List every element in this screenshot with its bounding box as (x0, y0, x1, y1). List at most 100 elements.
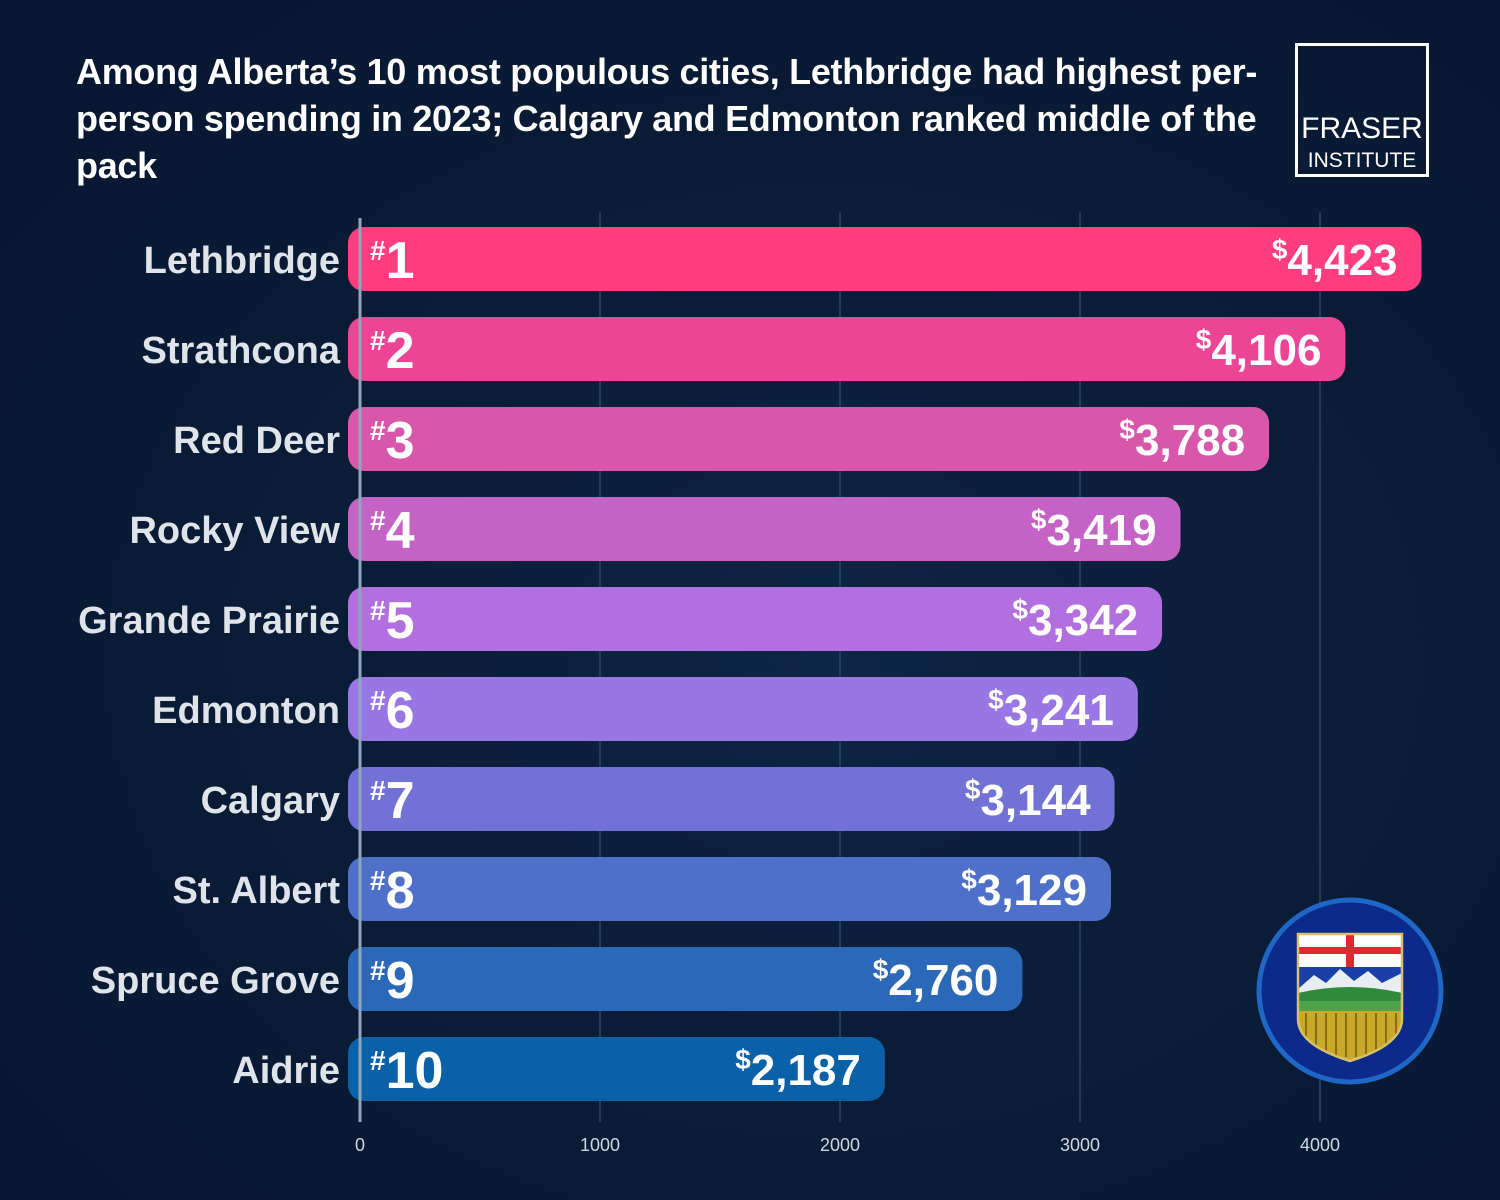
rank-number: 1 (386, 232, 415, 290)
rank-label: #9 (370, 952, 415, 1010)
value-prefix: $ (961, 864, 977, 895)
value-label: $3,144 (965, 774, 1091, 825)
value-label: $2,760 (873, 954, 999, 1005)
value-label: $3,129 (961, 864, 1087, 915)
value-number: 3,419 (1046, 506, 1156, 555)
category-label: Lethbridge (144, 240, 340, 282)
value-prefix: $ (1012, 594, 1028, 625)
value-prefix: $ (873, 954, 889, 985)
value-number: 2,187 (751, 1046, 861, 1095)
value-number: 4,106 (1211, 326, 1321, 375)
value-label: $4,423 (1272, 234, 1398, 285)
bar (348, 587, 1163, 651)
bar-group: #7 $3,144 (348, 767, 1115, 831)
bar-group: #10 $2,187 (348, 1037, 885, 1101)
value-number: 2,760 (888, 956, 998, 1005)
value-number: 4,423 (1287, 236, 1397, 285)
rank-number: 10 (386, 1042, 444, 1100)
rank-number: 3 (386, 412, 415, 470)
rank-label: #3 (370, 412, 415, 470)
rank-number: 2 (386, 322, 415, 380)
value-number: 3,342 (1028, 596, 1138, 645)
value-label: $3,342 (1012, 594, 1138, 645)
value-number: 3,144 (980, 776, 1091, 825)
logo-line-1: FRASER (1301, 112, 1423, 145)
category-label: Grande Prairie (78, 600, 340, 642)
bar-group: #5 $3,342 (348, 587, 1163, 651)
value-number: 3,129 (977, 866, 1087, 915)
rank-hash: # (370, 1045, 386, 1076)
category-label: Edmonton (152, 690, 340, 732)
category-label: Rocky View (129, 510, 340, 552)
x-tick-label: 4000 (1300, 1135, 1340, 1155)
rank-label: #5 (370, 592, 415, 650)
value-prefix: $ (735, 1044, 751, 1075)
bar (348, 497, 1181, 561)
rank-hash: # (370, 685, 386, 716)
category-label: Red Deer (173, 420, 340, 462)
category-label: Spruce Grove (91, 960, 340, 1002)
bar (348, 677, 1138, 741)
rank-hash: # (370, 505, 386, 536)
rank-hash: # (370, 955, 386, 986)
value-number: 3,241 (1004, 686, 1114, 735)
bar-group: #4 $3,419 (348, 497, 1181, 561)
value-prefix: $ (1196, 324, 1212, 355)
value-prefix: $ (1031, 504, 1047, 535)
x-tick-label: 2000 (820, 1135, 860, 1155)
rank-number: 9 (386, 952, 415, 1010)
value-label: $3,419 (1031, 504, 1157, 555)
rank-label: #1 (370, 232, 415, 290)
rank-label: #2 (370, 322, 415, 380)
rank-hash: # (370, 865, 386, 896)
category-label: Aidrie (232, 1050, 340, 1092)
bar-group: #1 $4,423 (348, 227, 1422, 291)
category-label: Strathcona (142, 330, 341, 372)
rank-label: #10 (370, 1042, 443, 1100)
bar (348, 947, 1023, 1011)
bar-group: #2 $4,106 (348, 317, 1346, 381)
bar-group: #9 $2,760 (348, 947, 1023, 1011)
rank-label: #7 (370, 772, 415, 830)
value-label: $2,187 (735, 1044, 861, 1095)
rank-number: 7 (386, 772, 415, 830)
value-prefix: $ (1272, 234, 1288, 265)
bar (348, 227, 1422, 291)
rank-hash: # (370, 775, 386, 806)
category-labels: Lethbridge Strathcona Red Deer Rocky View Gr… (78, 240, 341, 1092)
logo-line-2: INSTITUTE (1307, 149, 1417, 172)
value-prefix: $ (1119, 414, 1135, 445)
x-tick-label: 1000 (580, 1135, 620, 1155)
rank-label: #8 (370, 862, 415, 920)
bar (348, 317, 1346, 381)
rank-number: 5 (386, 592, 415, 650)
rank-label: #4 (370, 502, 415, 560)
rank-number: 8 (386, 862, 415, 920)
chart-title: Among Alberta’s 10 most populous cities,… (76, 51, 1258, 186)
value-prefix: $ (965, 774, 981, 805)
bar (348, 767, 1115, 831)
bar-group: #6 $3,241 (348, 677, 1138, 741)
value-label: $4,106 (1196, 324, 1322, 375)
category-label: St. Albert (173, 870, 341, 912)
value-prefix: $ (988, 684, 1004, 715)
x-tick-label: 3000 (1060, 1135, 1100, 1155)
bar (348, 407, 1270, 471)
rank-hash: # (370, 595, 386, 626)
category-label: Calgary (201, 780, 340, 822)
rank-number: 6 (386, 682, 415, 740)
bar (348, 857, 1111, 921)
rank-hash: # (370, 325, 386, 356)
rank-hash: # (370, 235, 386, 266)
bars: #1 $4,423#2 $4,106#3 $3,788#4 $3,419#5 $3,342… (348, 227, 1422, 1101)
rank-hash: # (370, 415, 386, 446)
rank-number: 4 (386, 502, 415, 560)
value-label: $3,788 (1119, 414, 1245, 465)
value-label: $3,241 (988, 684, 1114, 735)
alberta-coat-of-arms-icon (1256, 897, 1444, 1085)
value-number: 3,788 (1135, 416, 1245, 465)
x-tick-label: 0 (355, 1135, 365, 1155)
bar (348, 1037, 885, 1101)
rank-label: #6 (370, 682, 415, 740)
